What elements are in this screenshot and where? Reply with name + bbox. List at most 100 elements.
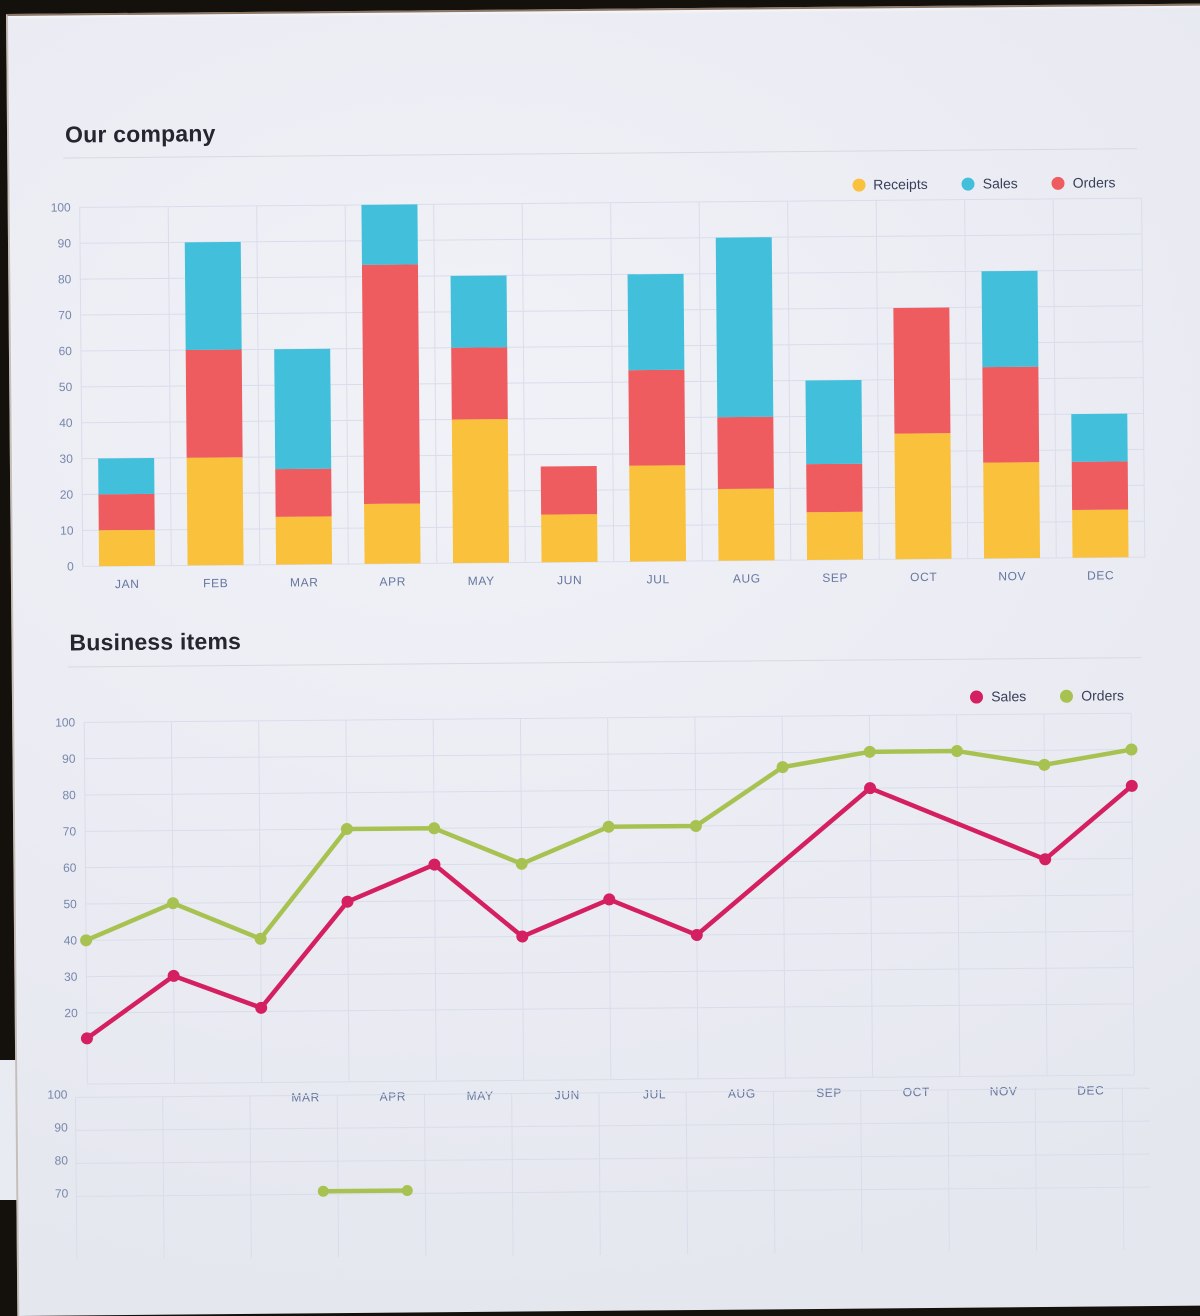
x-axis-label: OCT: [910, 570, 937, 584]
point-marker: [80, 1032, 93, 1045]
bar-segment: [361, 264, 421, 504]
y-tick-label: 80: [62, 788, 76, 802]
bar-segment: [275, 468, 332, 517]
bar-segment: [451, 347, 508, 420]
point-marker: [690, 928, 703, 941]
point-marker: [603, 893, 616, 906]
x-axis-label: AUG: [733, 571, 761, 585]
x-axis-label: APR: [380, 1090, 407, 1104]
x-axis-label: SEP: [816, 1086, 842, 1100]
bar-segment: [364, 503, 421, 564]
bar-segment: [1071, 461, 1129, 510]
bar-segment: [275, 516, 333, 565]
y-tick-label: 40: [59, 416, 73, 430]
x-axis-label: DEC: [1077, 1083, 1104, 1097]
x-axis-label: JAN: [115, 577, 140, 591]
point-marker: [167, 897, 180, 910]
x-axis-label: AUG: [728, 1086, 756, 1100]
point-marker: [340, 823, 353, 836]
bar-segment: [717, 488, 775, 561]
x-axis-label: OCT: [903, 1085, 930, 1099]
bar-segment: [1071, 413, 1128, 462]
y-tick-label: 90: [54, 1121, 68, 1135]
bar-segment: [715, 237, 774, 418]
bar-segment: [98, 529, 156, 567]
bar-segment: [540, 466, 598, 515]
line-chart: 100 90 80 70 60 50 40 30 20 MAR APR MAY JUN JUL AUG SEP…: [55, 712, 1138, 1105]
bar-segment: [806, 463, 863, 513]
y-tick-label: 10: [60, 524, 74, 538]
point-marker: [950, 745, 963, 758]
x-axis-label: MAY: [468, 574, 495, 588]
y-tick-label: 50: [59, 380, 73, 394]
partial-line-chart: 100 90 80 70: [47, 1088, 1151, 1260]
y-tick-label: 90: [58, 236, 72, 250]
bar-segment: [98, 493, 155, 531]
bar-segment: [185, 349, 243, 458]
x-axis-label: SEP: [822, 571, 848, 585]
point-marker: [863, 745, 876, 758]
bar-segment: [805, 380, 863, 465]
bar-segment: [184, 241, 242, 351]
x-axis-label: JUL: [643, 1087, 666, 1101]
y-tick-label: 70: [58, 308, 72, 322]
bar-segment: [629, 465, 687, 562]
x-axis-label: JUL: [647, 572, 670, 586]
y-tick-label: 100: [51, 200, 71, 214]
y-tick-label: 70: [55, 1186, 69, 1200]
y-tick-label: 30: [64, 970, 78, 984]
y-tick-label: 60: [63, 861, 77, 875]
x-axis-label: APR: [379, 575, 406, 589]
point-marker: [317, 1185, 329, 1197]
bar-segment: [450, 275, 508, 348]
y-tick-label: 100: [47, 1088, 67, 1102]
y-tick-label: 20: [64, 1006, 78, 1020]
x-axis-label: NOV: [990, 1084, 1018, 1098]
bar-segment: [627, 273, 685, 371]
point-marker: [602, 820, 615, 833]
bar-segment: [894, 433, 952, 560]
y-tick-label: 50: [63, 897, 77, 911]
point-marker: [864, 782, 877, 795]
y-tick-label: 40: [64, 933, 78, 947]
y-tick-label: 100: [55, 715, 75, 729]
charts-canvas: 0 10 20 30 40 50 60 70 80 90 100 JAN FEB MAR APR MAY JUN…: [47, 197, 1151, 1260]
x-axis-label: NOV: [998, 569, 1026, 583]
bar-segment: [893, 307, 951, 434]
bar-segment: [806, 511, 864, 561]
bar-segment: [983, 462, 1041, 559]
bar-segment: [628, 369, 686, 466]
point-marker: [428, 858, 441, 871]
bar-segment: [98, 458, 155, 495]
bar-segment: [717, 416, 774, 490]
bar-segment: [451, 419, 510, 564]
point-marker: [401, 1185, 413, 1197]
y-tick-label: 80: [58, 272, 72, 286]
point-marker: [1125, 779, 1138, 792]
x-axis-label: MAY: [467, 1089, 494, 1103]
x-axis-label: JUN: [555, 1088, 580, 1102]
bar-segment: [186, 457, 244, 566]
bar-chart: 0 10 20 30 40 50 60 70 80 90 100 JAN FEB MAR APR MAY JUN…: [51, 197, 1146, 591]
y-tick-label: 80: [55, 1154, 69, 1168]
point-marker: [1038, 758, 1051, 771]
y-tick-label: 30: [59, 452, 73, 466]
y-tick-label: 60: [59, 344, 73, 358]
x-axis-label: MAR: [291, 1090, 320, 1104]
bar-segment: [361, 204, 418, 265]
x-axis-label: FEB: [203, 576, 228, 590]
bar-segment: [1072, 509, 1129, 558]
point-marker: [255, 1001, 268, 1014]
point-marker: [516, 930, 529, 943]
y-tick-label: 0: [67, 559, 74, 573]
y-tick-label: 70: [63, 824, 77, 838]
x-axis-label: DEC: [1087, 568, 1114, 582]
point-marker: [428, 822, 441, 835]
point-marker: [776, 761, 789, 774]
point-marker: [515, 857, 528, 870]
y-tick-label: 90: [62, 752, 76, 766]
point-marker: [167, 969, 180, 982]
point-marker: [341, 895, 354, 908]
